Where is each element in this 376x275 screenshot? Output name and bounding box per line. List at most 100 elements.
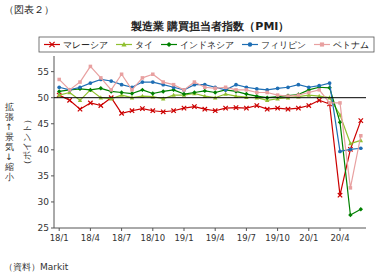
point	[224, 86, 228, 90]
y-tick-label: 25	[38, 223, 49, 233]
point	[88, 88, 92, 92]
x-tick-label: 18/7	[112, 233, 131, 243]
point	[140, 88, 144, 92]
point	[265, 107, 269, 111]
point	[317, 84, 321, 88]
plot-area	[54, 65, 366, 218]
point	[78, 80, 82, 84]
legend-item: ベトナム	[314, 40, 369, 50]
x-tick-label: 18/10	[141, 233, 166, 243]
x-tick	[277, 228, 278, 231]
background	[0, 0, 376, 275]
point	[89, 65, 93, 69]
point	[296, 106, 300, 110]
title: 製造業 購買担当者指数（PMI）	[130, 20, 290, 33]
point	[57, 78, 61, 82]
point	[213, 85, 217, 89]
point	[359, 118, 363, 122]
point	[68, 88, 72, 92]
point	[120, 83, 124, 87]
point	[161, 110, 165, 114]
legend-label: インドネシア	[180, 40, 234, 50]
point	[182, 88, 186, 92]
point	[265, 91, 269, 95]
y-tick	[51, 149, 54, 150]
point	[192, 104, 196, 108]
annotation-line: 小	[5, 172, 14, 182]
point	[234, 83, 238, 87]
legend-box	[39, 37, 374, 52]
annotation-line: ↓	[5, 152, 13, 162]
y-tick	[51, 201, 54, 202]
point	[78, 98, 82, 102]
point	[255, 91, 259, 95]
point	[161, 96, 165, 100]
point	[297, 83, 301, 87]
point	[255, 103, 259, 107]
point	[182, 106, 186, 110]
point	[141, 76, 145, 80]
point	[328, 81, 332, 85]
point	[119, 90, 123, 94]
point	[78, 85, 82, 89]
x-tick-label: 19/7	[237, 233, 256, 243]
point	[109, 88, 113, 92]
point	[317, 88, 321, 92]
legend-item: タイ	[116, 40, 153, 50]
point	[244, 92, 248, 96]
point	[307, 91, 311, 95]
y-tick-label: 55	[38, 67, 49, 77]
point	[140, 106, 144, 110]
point	[67, 98, 71, 102]
annotation: 拡張↑景気↓縮小	[4, 102, 14, 182]
point	[182, 92, 186, 96]
y-tick	[51, 228, 54, 229]
point	[223, 106, 227, 110]
y-tick	[51, 175, 54, 176]
legend-label: マレーシア	[63, 40, 108, 50]
x-tick	[246, 228, 247, 231]
legend-marker	[248, 42, 252, 46]
point	[109, 79, 113, 83]
point	[99, 76, 103, 80]
x-tick-label: 18/4	[81, 233, 100, 243]
point	[276, 86, 280, 90]
point	[161, 89, 165, 93]
point	[193, 80, 197, 84]
point	[213, 87, 217, 91]
legend-marker	[166, 42, 171, 47]
legend-item: マレーシア	[44, 40, 108, 50]
reference-line	[54, 97, 366, 98]
x-tick	[121, 228, 122, 231]
point	[203, 86, 207, 90]
point	[234, 88, 238, 92]
legend-item: インドネシア	[161, 40, 234, 50]
x-tick-label: 19/4	[206, 233, 225, 243]
point	[349, 186, 353, 190]
point	[109, 96, 113, 100]
point	[99, 86, 103, 90]
point	[327, 102, 331, 106]
point	[286, 93, 290, 97]
point	[348, 213, 352, 217]
point	[348, 147, 352, 151]
legend-label: タイ	[135, 40, 153, 50]
y-tick	[51, 123, 54, 124]
annotation: （資料）Markit	[4, 262, 69, 272]
x-tick	[152, 228, 153, 231]
point	[172, 83, 176, 87]
point	[359, 146, 363, 150]
legend-marker	[49, 42, 54, 47]
point	[317, 98, 321, 102]
point	[161, 80, 165, 84]
point	[338, 101, 342, 105]
point	[213, 109, 217, 113]
point	[359, 207, 363, 211]
y-tick	[51, 97, 54, 98]
point	[234, 105, 238, 109]
point	[203, 89, 207, 93]
point	[244, 106, 248, 110]
annotation-line: 景	[5, 132, 14, 142]
x-tick	[59, 228, 60, 231]
y-axis-label: （ポイント）	[22, 115, 32, 169]
